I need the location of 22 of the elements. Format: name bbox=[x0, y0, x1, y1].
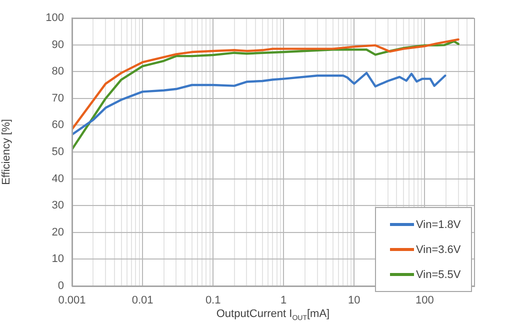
y-tick-label: 100 bbox=[46, 12, 64, 24]
x-tick-label: 100 bbox=[416, 294, 434, 307]
x-tick-label: 10 bbox=[348, 294, 360, 307]
y-tick-label: 70 bbox=[52, 92, 64, 104]
y-tick-label: 20 bbox=[52, 226, 64, 238]
y-tick-label: 50 bbox=[52, 146, 64, 158]
y-tick-label: 0 bbox=[58, 280, 64, 292]
y-tick-label: 80 bbox=[52, 66, 64, 78]
y-axis-title: Efficiency [%] bbox=[0, 119, 13, 185]
x-tick-label: 0.001 bbox=[58, 294, 86, 307]
y-tick-label: 40 bbox=[52, 172, 64, 185]
x-tick-label: 1 bbox=[280, 294, 287, 307]
x-tick-label: 0.01 bbox=[132, 294, 154, 307]
y-tick-label: 90 bbox=[52, 38, 64, 51]
y-tick-label: 10 bbox=[52, 253, 64, 266]
legend-label: Vin=3.6V bbox=[416, 244, 461, 256]
y-tick-label: 60 bbox=[52, 119, 64, 132]
x-axis-title: OutputCurrent I$_{OUT}$[mA] bbox=[215, 308, 331, 322]
legend-label: Vin=1.8V bbox=[416, 218, 461, 230]
legend-label: Vin=5.5V bbox=[416, 268, 461, 280]
y-tick-label: 30 bbox=[52, 200, 64, 212]
x-tick-label: 0.1 bbox=[205, 294, 221, 307]
